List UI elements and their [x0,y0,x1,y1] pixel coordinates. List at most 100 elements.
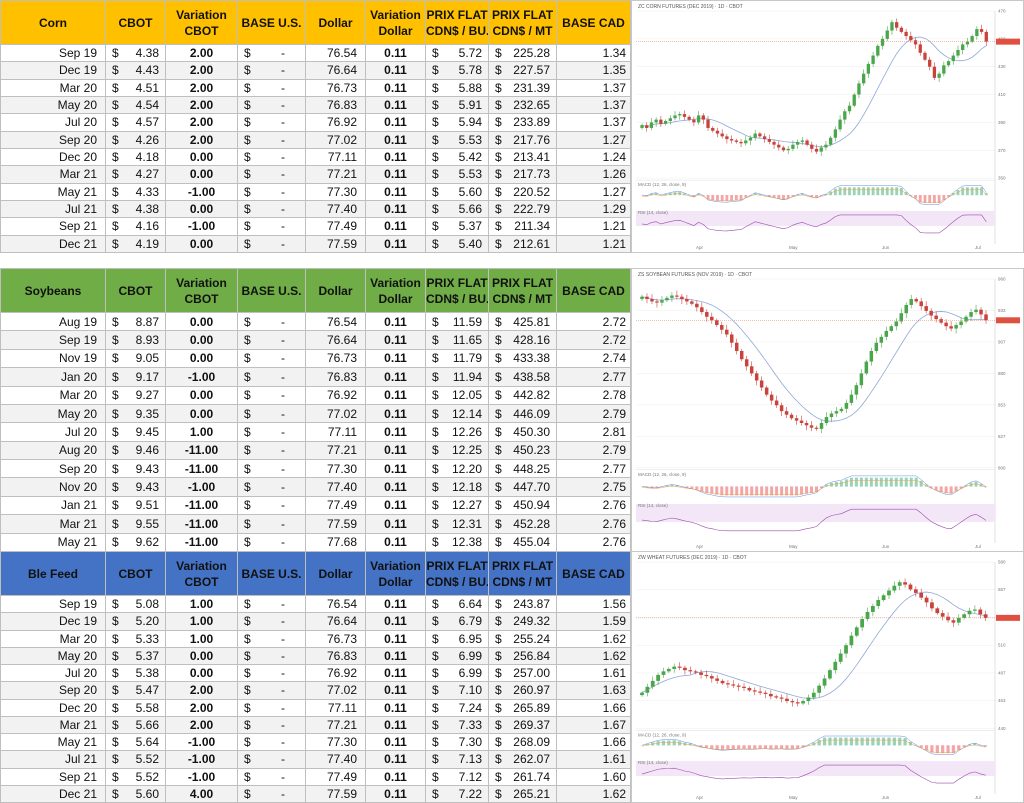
candle-body [731,684,736,686]
macd-bar [668,192,672,196]
candle-body [804,422,809,426]
candle-body [828,670,832,679]
cell-base-us: $ - [237,61,306,80]
currency-symbol: $ [495,219,502,234]
macd-bar [706,195,710,200]
macd-label: MACD (12, 26, close, 9) [638,182,687,187]
cell-dollar: 76.92 [305,385,366,405]
cell-base-cad: 1.35 [556,61,631,80]
chart-title: ZC CORN FUTURES (DEC 2019) · 1D · CBOT [638,4,743,10]
price-chart[interactable]: ZW WHEAT FUTURES (DEC 2019) · 1D · CBOT 5… [631,551,1024,803]
cell-prix-flat-mt: $450.30 [488,422,557,442]
macd-bar [865,737,870,746]
currency-symbol: $ [432,424,439,439]
cell-value: 11.59 [452,314,482,329]
header-line: Variation [176,275,227,290]
macd-bar [959,486,963,489]
cell-value: 438.58 [513,369,550,384]
cell-value: 5.52 [135,769,159,784]
candle-body [692,119,696,123]
price-chart[interactable]: ZC CORN FUTURES (DEC 2019) · 1D · CBOT 47… [631,0,1024,253]
candle-body [744,359,749,367]
cell-dollar: 76.54 [305,311,366,332]
candle-body [810,144,814,149]
cell-variation-dollar: 0.11 [365,594,426,614]
header-line: CBOT [184,291,219,306]
currency-symbol: $ [432,333,439,348]
currency-symbol: $ [112,219,119,234]
currency-symbol: $ [112,369,119,384]
cell-value: 9.51 [135,498,159,513]
x-tick-label: May [789,245,798,250]
cell-variation-dollar: 0.11 [365,95,426,115]
cell-month: Jul 20 [0,422,106,442]
cell-value: - [281,786,285,801]
cell-prix-flat-bu: $7.12 [425,767,489,786]
cell-month: Dec 19 [0,61,106,80]
macd-bar [740,486,744,496]
header-base-cad: BASE CAD [556,551,631,596]
currency-symbol: $ [244,388,251,403]
macd-bar [715,486,719,495]
macd-bar [785,745,789,749]
candle-body [869,350,874,362]
y-tick-label: 463 [998,698,1006,703]
cell-prix-flat-bu: $7.13 [425,750,489,769]
table-row: Jul 20 $4.57 2.00 $ -76.92 0.11 $5.94 $233.89 1.… [0,113,631,132]
macd-bar [675,485,679,487]
currency-symbol: $ [432,202,439,217]
cell-month: Sep 20 [0,681,106,700]
candle-body [839,408,844,412]
signal-line [641,739,986,753]
currency-symbol: $ [244,115,251,130]
cell-dollar: 76.73 [305,78,366,97]
cell-value: 260.97 [513,683,550,698]
currency-symbol: $ [495,184,502,199]
cell-value: 256.84 [513,648,550,663]
currency-symbol: $ [112,683,119,698]
macd-bar [824,484,828,487]
currency-symbol: $ [495,683,502,698]
candle-body [729,334,734,343]
macd-bar [973,743,977,746]
price-chart[interactable]: ZS SOYBEAN FUTURES (NOV 2019) · 1D · CBO… [631,268,1024,552]
currency-symbol: $ [112,150,119,165]
currency-symbol: $ [432,63,439,78]
currency-symbol: $ [112,735,119,750]
cell-value: 5.08 [135,597,159,612]
candle-body [884,330,889,337]
macd-bar [685,486,689,488]
cell-base-us: $ - [237,646,306,666]
rsi-label: RSI (14, close) [638,503,668,508]
cell-month: Nov 20 [0,477,106,497]
cell-variation-cbot: 0.00 [165,348,238,369]
cell-value: - [281,535,285,550]
currency-symbol: $ [112,406,119,421]
candle-body [725,136,729,140]
cell-base-us: $ - [237,477,306,497]
cell-month: Dec 20 [0,147,106,167]
header-line: PRIX FLAT [491,275,554,290]
cell-value: 11.94 [452,369,482,384]
table-row: Jan 20 $9.17 -1.00 $ -76.83 0.11 $11.94 $438.58… [0,367,631,387]
candle-body [720,325,724,330]
cell-value: - [281,236,285,251]
candlestick-chart: ZW WHEAT FUTURES (DEC 2019) · 1D · CBOT 5… [636,555,1020,800]
cell-value: 217.73 [513,167,550,182]
currency-symbol: $ [495,132,502,147]
macd-bar [970,187,974,196]
macd-bar [742,745,746,749]
candle-body [699,672,703,675]
macd-bar [914,744,918,746]
currency-symbol: $ [244,683,251,698]
macd-bar [800,193,804,196]
macd-bar [770,486,774,496]
macd-bar [699,745,703,747]
currency-symbol: $ [495,461,502,476]
candle-body [889,326,894,331]
currency-symbol: $ [495,498,502,513]
cell-base-cad: 2.75 [556,477,631,497]
cell-value: 6.99 [458,666,482,681]
cell-base-us: $ - [237,43,306,63]
macd-bar [937,195,941,203]
